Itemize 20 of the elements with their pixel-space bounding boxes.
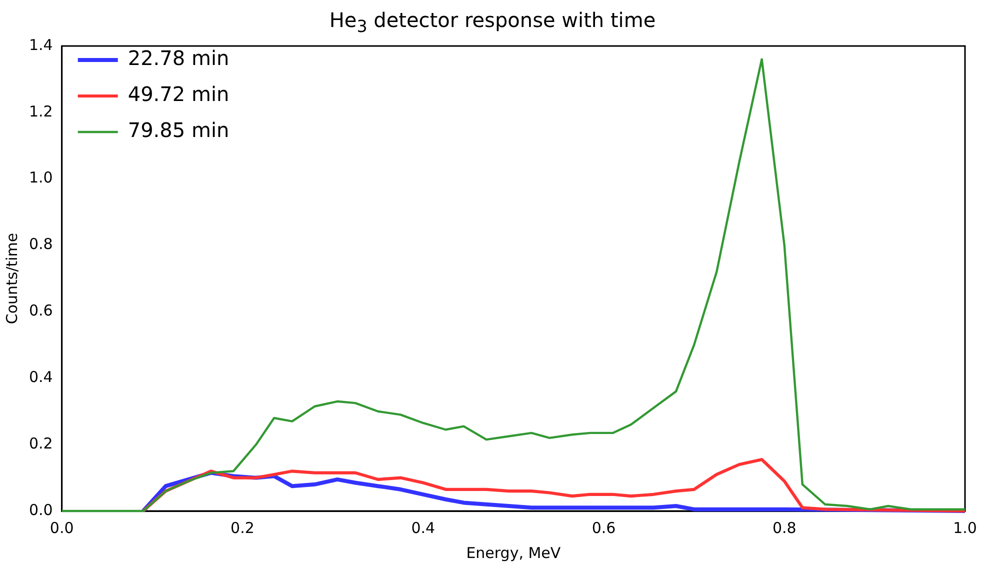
y-tick-label: 1.2 xyxy=(28,102,53,120)
y-tick-label: 0.4 xyxy=(28,368,53,386)
y-axis-title: Counts/time xyxy=(2,232,21,324)
legend-label: 49.72 min xyxy=(128,82,230,106)
y-tick-label: 1.0 xyxy=(28,168,53,187)
x-tick-label: 1.0 xyxy=(953,518,977,537)
y-tick-label: 1.4 xyxy=(28,36,53,54)
x-tick-label: 0.2 xyxy=(230,518,254,537)
x-tick-label: 0.8 xyxy=(772,518,796,537)
legend-label: 22.78 min xyxy=(128,46,230,70)
chart-title: He$_{3}$ detector response with time xyxy=(328,7,657,36)
legend-label: 79.85 min xyxy=(128,118,230,142)
y-tick-label: 0.6 xyxy=(28,302,53,320)
x-axis-title: Energy, MeV xyxy=(466,544,562,562)
y-tick-label: 0.0 xyxy=(28,500,53,519)
y-tick-label: 0.8 xyxy=(28,235,53,254)
y-tick-label: 0.2 xyxy=(28,434,53,452)
x-tick-label: 0.4 xyxy=(411,518,436,537)
x-tick-label: 0.0 xyxy=(50,518,74,537)
x-tick-label: 0.6 xyxy=(592,518,616,537)
